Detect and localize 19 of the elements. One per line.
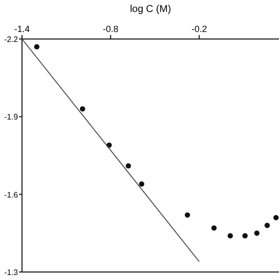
point	[242, 233, 248, 238]
point	[126, 163, 131, 168]
point	[184, 212, 190, 218]
point	[228, 233, 233, 238]
x-tick-label: -0.8	[102, 24, 118, 34]
y-tick-label: -2.2	[4, 35, 19, 44]
y-tick-label: -1.3	[4, 268, 19, 277]
point	[273, 214, 279, 220]
x-axis-title: log C (M)	[130, 4, 172, 15]
point	[211, 225, 217, 231]
point	[34, 44, 40, 50]
x-tick-label: -1.4	[14, 24, 30, 34]
y-tick-label: -1.9	[4, 112, 19, 122]
x-tick-label: -0.2	[191, 24, 207, 34]
point	[254, 230, 260, 236]
point	[138, 181, 144, 187]
point	[264, 222, 270, 228]
y-tick-label: -1.6	[4, 190, 19, 200]
point	[80, 106, 86, 112]
